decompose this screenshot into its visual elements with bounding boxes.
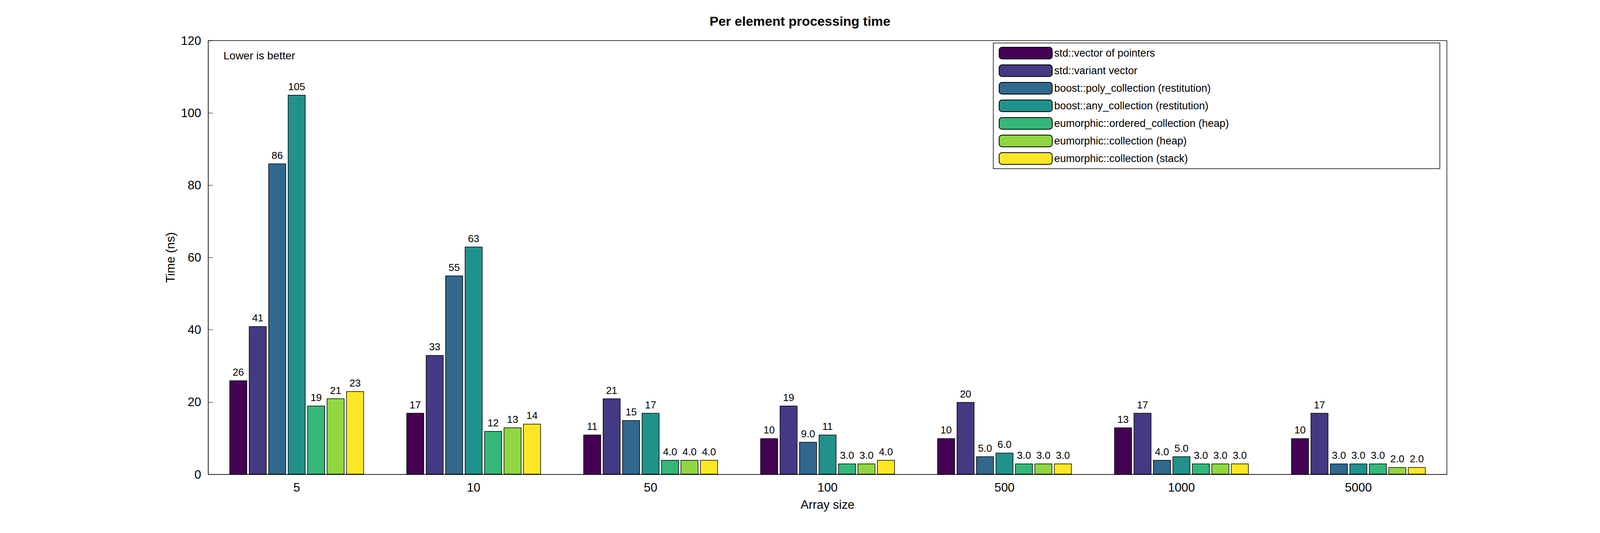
svg-text:17: 17 xyxy=(644,399,657,411)
svg-text:4.0: 4.0 xyxy=(878,446,893,458)
svg-text:26: 26 xyxy=(232,366,245,379)
svg-text:17: 17 xyxy=(409,399,422,411)
svg-text:3.0: 3.0 xyxy=(1036,449,1051,462)
svg-text:40: 40 xyxy=(187,323,202,337)
svg-text:63: 63 xyxy=(467,232,480,245)
svg-text:105: 105 xyxy=(288,80,306,93)
svg-text:5000: 5000 xyxy=(1344,480,1372,495)
svg-text:10: 10 xyxy=(763,424,775,436)
svg-text:boost::poly_collection (restit: boost::poly_collection (restitution) xyxy=(1054,82,1211,95)
svg-text:33: 33 xyxy=(428,341,441,353)
svg-text:15: 15 xyxy=(625,406,637,418)
svg-text:12: 12 xyxy=(487,417,499,429)
svg-text:Lower is better: Lower is better xyxy=(223,49,296,62)
svg-text:eumorphic::ordered_collection: eumorphic::ordered_collection (heap) xyxy=(1054,117,1229,130)
svg-text:4.0: 4.0 xyxy=(1155,446,1170,458)
svg-text:4.0: 4.0 xyxy=(701,446,717,458)
svg-text:3.0: 3.0 xyxy=(859,449,874,462)
svg-text:10: 10 xyxy=(466,480,481,495)
svg-text:3.0: 3.0 xyxy=(1332,449,1347,462)
svg-text:14: 14 xyxy=(526,409,538,422)
svg-text:41: 41 xyxy=(251,312,264,324)
svg-text:eumorphic::collection (stack): eumorphic::collection (stack) xyxy=(1054,152,1188,165)
svg-text:20: 20 xyxy=(187,395,202,409)
svg-text:86: 86 xyxy=(271,149,283,162)
svg-text:50: 50 xyxy=(643,480,658,495)
svg-text:10: 10 xyxy=(940,424,952,436)
svg-text:2.0: 2.0 xyxy=(1409,453,1424,465)
svg-text:Array size: Array size xyxy=(800,498,855,512)
svg-text:23: 23 xyxy=(349,377,361,390)
svg-text:4.0: 4.0 xyxy=(662,446,677,458)
svg-text:std::variant vector: std::variant vector xyxy=(1054,64,1138,77)
svg-text:20: 20 xyxy=(959,388,972,400)
svg-text:13: 13 xyxy=(507,413,519,426)
svg-text:3.0: 3.0 xyxy=(1351,449,1366,462)
svg-text:17: 17 xyxy=(1136,399,1149,411)
svg-text:21: 21 xyxy=(330,384,342,397)
svg-text:3.0: 3.0 xyxy=(839,449,854,462)
svg-text:11: 11 xyxy=(587,420,598,433)
svg-text:11: 11 xyxy=(822,420,833,433)
svg-text:3.0: 3.0 xyxy=(1193,449,1208,462)
svg-text:3.0: 3.0 xyxy=(1055,449,1070,462)
svg-text:eumorphic::collection (heap): eumorphic::collection (heap) xyxy=(1054,135,1187,147)
svg-text:5: 5 xyxy=(293,480,300,495)
svg-text:4.0: 4.0 xyxy=(682,446,697,458)
svg-text:Time (ns): Time (ns) xyxy=(163,232,178,284)
svg-text:1000: 1000 xyxy=(1167,480,1195,495)
svg-text:55: 55 xyxy=(448,261,460,274)
svg-text:Per element processing time: Per element processing time xyxy=(709,13,891,29)
svg-text:21: 21 xyxy=(605,384,618,397)
svg-text:100: 100 xyxy=(817,480,838,495)
svg-text:80: 80 xyxy=(187,178,202,193)
svg-text:500: 500 xyxy=(994,480,1015,495)
svg-text:3.0: 3.0 xyxy=(1370,449,1385,462)
svg-text:19: 19 xyxy=(310,391,322,404)
svg-text:std::vector of pointers: std::vector of pointers xyxy=(1054,47,1156,59)
svg-text:5.0: 5.0 xyxy=(1174,442,1189,455)
svg-text:6.0: 6.0 xyxy=(997,438,1012,451)
svg-text:9.0: 9.0 xyxy=(801,428,816,440)
svg-text:19: 19 xyxy=(782,391,795,404)
svg-text:5.0: 5.0 xyxy=(978,442,993,455)
svg-text:3.0: 3.0 xyxy=(1213,449,1228,462)
svg-text:3.0: 3.0 xyxy=(1016,449,1031,462)
svg-text:10: 10 xyxy=(1294,424,1306,436)
svg-text:boost::any_collection (restitu: boost::any_collection (restitution) xyxy=(1054,100,1209,112)
svg-text:17: 17 xyxy=(1313,399,1325,411)
svg-text:100: 100 xyxy=(180,106,202,120)
svg-text:13: 13 xyxy=(1117,413,1129,426)
svg-text:3.0: 3.0 xyxy=(1232,449,1247,462)
svg-text:60: 60 xyxy=(187,250,202,265)
svg-text:0: 0 xyxy=(194,467,202,482)
svg-text:2.0: 2.0 xyxy=(1390,453,1405,465)
svg-text:120: 120 xyxy=(180,33,202,48)
